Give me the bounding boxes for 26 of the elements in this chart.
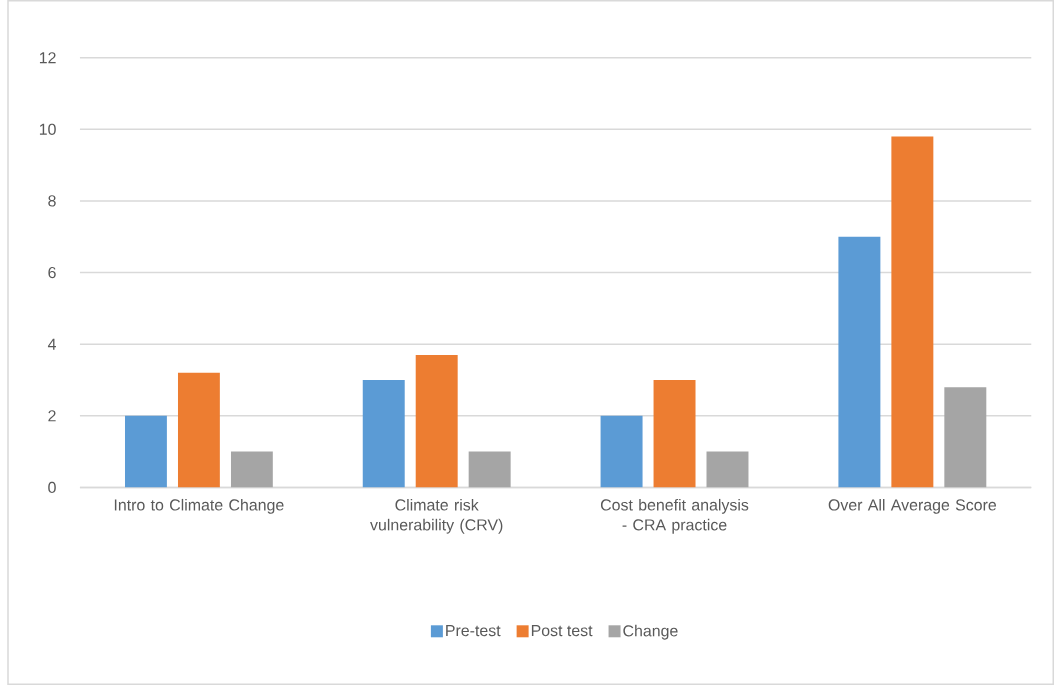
legend-label: Change	[623, 624, 678, 640]
y-tick-label: 8	[48, 195, 56, 207]
bar	[230, 451, 273, 488]
bar	[362, 379, 405, 488]
bar	[124, 415, 167, 488]
x-tick-label: Over All Average Score	[828, 498, 997, 514]
legend-label: Post test	[531, 625, 593, 637]
y-tick-label: 2	[48, 410, 56, 422]
bar	[891, 136, 934, 488]
y-tick-label: 4	[47, 338, 56, 350]
legend-label: Pre-test	[446, 625, 501, 637]
x-tick-label: Climate risk vulnerability (CRV)	[370, 498, 503, 534]
y-tick-label: 10	[39, 123, 56, 135]
bar	[944, 387, 987, 488]
bar	[706, 451, 749, 488]
y-tick-label: 12	[39, 52, 56, 64]
bar	[468, 451, 511, 488]
bar	[600, 415, 643, 488]
bar	[838, 236, 881, 488]
y-tick-label: 6	[48, 266, 56, 279]
x-tick-label: Intro to Climate Change	[114, 498, 284, 514]
bar	[415, 354, 458, 488]
x-tick-label: Cost benefit analysis - CRA practice	[600, 498, 749, 534]
bar	[177, 372, 220, 488]
bar	[653, 379, 696, 488]
y-tick-label: 0	[48, 481, 56, 494]
